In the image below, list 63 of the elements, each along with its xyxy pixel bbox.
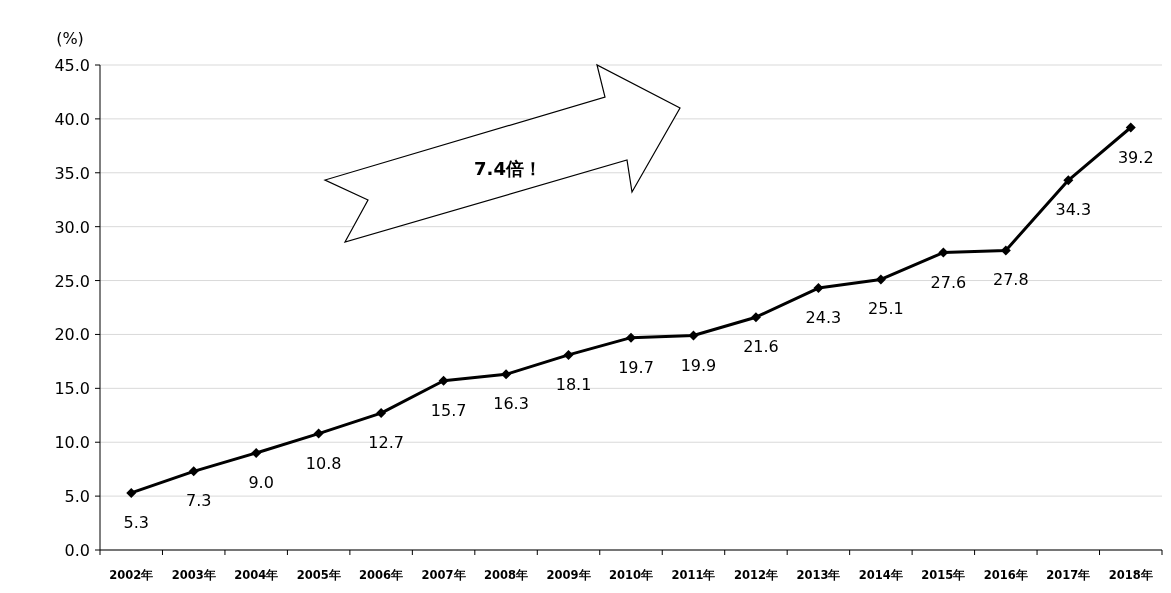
x-tick-label: 2005年 [296, 568, 341, 582]
data-label: 7.3 [185, 491, 212, 511]
data-label: 19.7 [618, 357, 654, 377]
x-tick-label: 2016年 [983, 568, 1028, 582]
y-tick-label: 45.0 [54, 56, 90, 75]
x-tick-label: 2009年 [546, 568, 591, 582]
point [875, 274, 886, 285]
y-tick-label: 25.0 [54, 271, 90, 291]
x-tick-label: 2003年 [171, 568, 216, 582]
y-tick-label: 0.0 [64, 541, 90, 560]
point [1125, 122, 1136, 133]
annotation: 7.4倍！ [474, 158, 542, 179]
y-tick-label: 15.0 [54, 379, 90, 399]
y-tick-label: 35.0 [54, 163, 90, 183]
point [126, 487, 137, 498]
x-tick-label: 2010年 [608, 568, 654, 582]
data-label: 16.3 [493, 394, 529, 414]
y-tick-label: 20.0 [54, 325, 90, 345]
data-label: 19.9 [680, 355, 717, 375]
y-axis-title: (%) [56, 29, 84, 48]
point [251, 448, 262, 458]
point [376, 408, 387, 419]
x-tick-label: 2011年 [671, 568, 716, 582]
y-tick-label: 10.0 [54, 433, 90, 453]
x-tick-label: 2013年 [796, 568, 841, 582]
x-tick-label: 2008年 [484, 568, 529, 582]
x-tick-label: 2002年 [109, 568, 154, 582]
data-label: 5.3 [123, 512, 149, 532]
point [1000, 245, 1011, 256]
data-label: 18.1 [555, 374, 592, 394]
data-label: 39.2 [1117, 147, 1154, 167]
point [1063, 175, 1074, 186]
x-tick-label: 2017年 [1046, 568, 1091, 582]
data-label: 21.6 [743, 337, 779, 357]
x-tick-label: 2007年 [421, 568, 466, 582]
x-tick-label: 2015年 [921, 568, 966, 582]
data-label: 27.6 [930, 272, 967, 292]
data-label: 15.7 [430, 400, 467, 420]
point [313, 428, 324, 439]
point [563, 349, 574, 360]
y-tick-label: 30.0 [54, 217, 90, 237]
point [626, 332, 636, 343]
point [938, 247, 949, 258]
data-label: 34.3 [1055, 200, 1092, 220]
point [501, 369, 512, 380]
data-label: 9.0 [248, 473, 274, 492]
x-tick-label: 2012年 [733, 568, 778, 582]
data-label: 24.3 [805, 308, 842, 328]
point [688, 330, 699, 341]
data-label: 27.8 [993, 270, 1029, 290]
x-tick-label: 2014年 [858, 568, 903, 582]
y-tick-label: 40.0 [54, 109, 90, 129]
y-tick-label: 5.0 [64, 487, 90, 507]
x-tick-label: 2004年 [234, 568, 279, 582]
point [813, 283, 824, 294]
data-label: 25.1 [868, 299, 904, 319]
point [438, 375, 449, 386]
data-label: 12.7 [368, 433, 404, 453]
x-tick-label: 2018年 [1108, 568, 1153, 582]
point [188, 466, 199, 477]
data-label: 10.8 [305, 453, 342, 473]
x-tick-label: 2006年 [359, 568, 404, 582]
point [750, 312, 761, 323]
